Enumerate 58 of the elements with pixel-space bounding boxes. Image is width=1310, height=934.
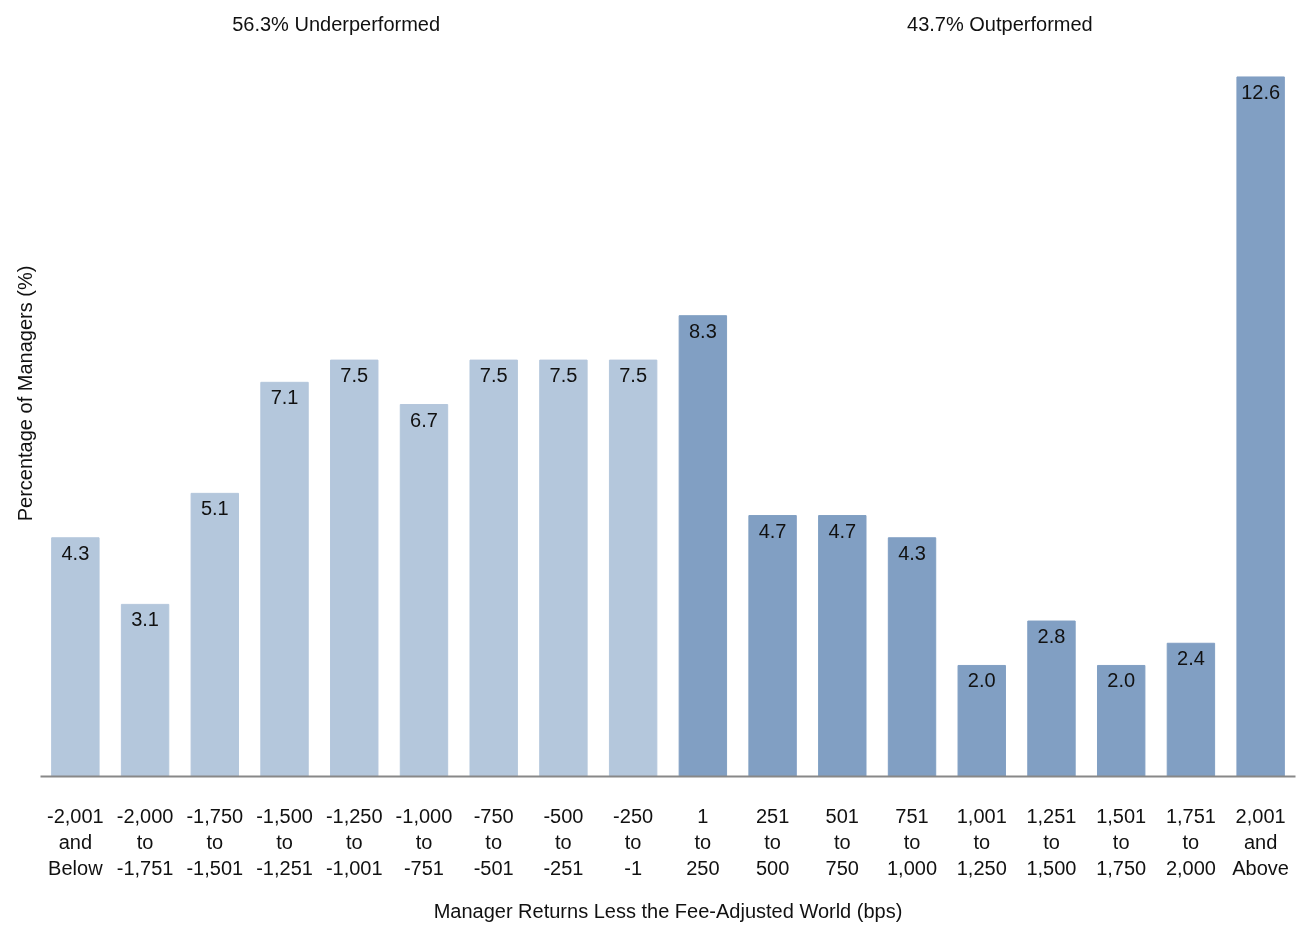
bar bbox=[399, 404, 449, 777]
x-tick-label: -1,250 to -1,001 bbox=[325, 804, 383, 880]
bar bbox=[957, 664, 1006, 777]
x-tick-label: 1,001 to 1,250 bbox=[956, 804, 1007, 880]
data-label: 2.0 bbox=[967, 669, 996, 692]
bar bbox=[469, 359, 518, 777]
x-tick-label: -2,000 to -1,751 bbox=[116, 804, 174, 880]
bar bbox=[748, 515, 797, 777]
data-label: 3.1 bbox=[131, 608, 159, 631]
data-label: 2.4 bbox=[1177, 647, 1205, 670]
data-label: 7.1 bbox=[270, 386, 299, 409]
x-tick-label: -1,500 to -1,251 bbox=[256, 804, 313, 880]
data-label: 5.1 bbox=[200, 497, 229, 520]
x-tick-label: 751 to 1,000 bbox=[887, 804, 938, 880]
data-label: 6.7 bbox=[410, 408, 438, 431]
bar bbox=[260, 381, 309, 777]
bar bbox=[1236, 76, 1285, 777]
bar bbox=[1096, 664, 1146, 777]
data-label: 4.3 bbox=[898, 541, 926, 564]
data-label: 8.3 bbox=[688, 319, 717, 342]
x-tick-label: 1,251 to 1,500 bbox=[1026, 804, 1077, 880]
x-tick-label: -750 to -501 bbox=[473, 804, 514, 880]
x-tick-label: 1,501 to 1,750 bbox=[1096, 804, 1147, 880]
data-label: 4.3 bbox=[61, 541, 90, 564]
y-axis-title: Percentage of Managers (%) bbox=[13, 265, 36, 522]
x-tick-label: 2,001 and Above bbox=[1232, 804, 1289, 880]
x-tick-label: 501 to 750 bbox=[825, 804, 859, 880]
bar bbox=[678, 315, 728, 777]
text: 56.3% Underperformed bbox=[232, 12, 441, 35]
data-label: 12.6 bbox=[1241, 80, 1281, 103]
bar bbox=[51, 537, 100, 777]
bar bbox=[330, 359, 379, 777]
x-tick-label: 1 to 250 bbox=[686, 804, 720, 880]
data-label: 7.5 bbox=[549, 364, 578, 387]
data-label: 7.5 bbox=[340, 364, 369, 387]
bar bbox=[608, 359, 658, 777]
x-tick-label: 1,751 to 2,000 bbox=[1165, 804, 1216, 880]
x-axis-title: Manager Returns Less the Fee-Adjusted World (bps) bbox=[433, 900, 903, 923]
data-label: 4.7 bbox=[828, 519, 857, 542]
x-tick-label: -1,750 to -1,501 bbox=[186, 804, 244, 880]
data-label: 7.5 bbox=[619, 364, 648, 387]
x-tick-label: -2,001 and Below bbox=[47, 804, 104, 880]
x-tick-label: -250 to -1 bbox=[613, 804, 654, 880]
data-label: 4.7 bbox=[758, 519, 787, 542]
bar bbox=[1166, 642, 1216, 777]
bar bbox=[818, 515, 867, 777]
bar bbox=[539, 359, 588, 777]
data-label: 2.8 bbox=[1037, 625, 1066, 648]
text: 43.7% Outperformed bbox=[907, 12, 1093, 35]
bar bbox=[1027, 620, 1076, 777]
data-label: 7.5 bbox=[479, 364, 508, 387]
x-tick-label: -500 to -251 bbox=[543, 804, 584, 880]
bar bbox=[887, 537, 937, 777]
bar bbox=[190, 492, 240, 777]
bar bbox=[120, 603, 170, 777]
x-tick-label: 251 to 500 bbox=[755, 804, 790, 880]
data-label: 2.0 bbox=[1107, 669, 1136, 692]
x-tick-label: -1,000 to -751 bbox=[395, 804, 453, 880]
